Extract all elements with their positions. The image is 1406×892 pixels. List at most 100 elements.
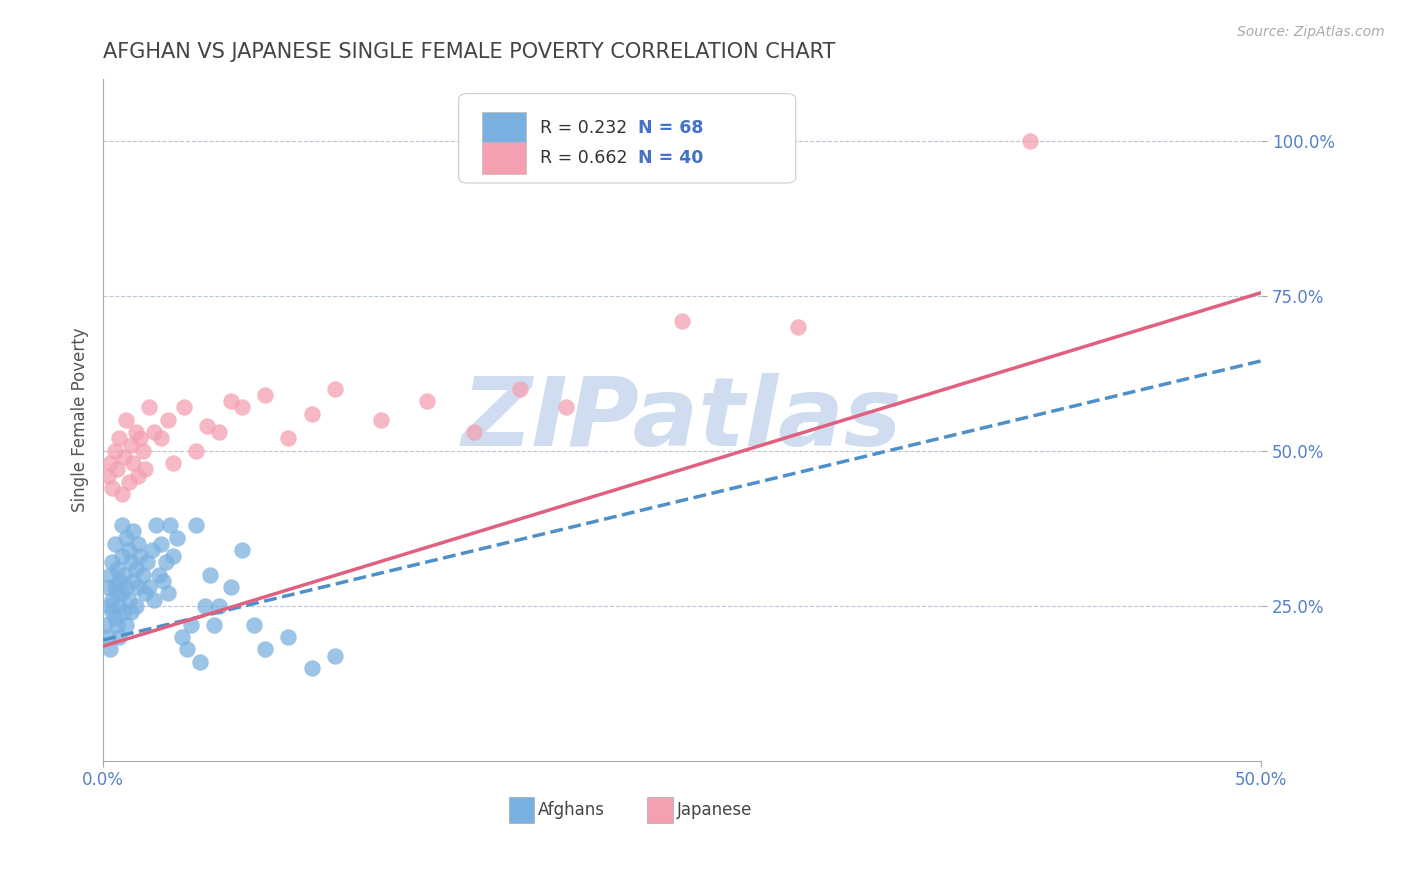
FancyBboxPatch shape: [648, 797, 673, 823]
Point: [112, 567, 135, 582]
Point: [166, 531, 188, 545]
Point: [184, 518, 207, 533]
Point: [129, 549, 152, 564]
Point: [219, 580, 242, 594]
Point: [194, 599, 217, 613]
Point: [98, 456, 121, 470]
Point: [159, 518, 181, 533]
Point: [129, 431, 152, 445]
Point: [111, 586, 134, 600]
Point: [141, 543, 163, 558]
Point: [301, 407, 323, 421]
Text: AFGHAN VS JAPANESE SINGLE FEMALE POVERTY CORRELATION CHART: AFGHAN VS JAPANESE SINGLE FEMALE POVERTY…: [103, 42, 835, 62]
Point: [122, 524, 145, 539]
Point: [101, 481, 124, 495]
Point: [117, 475, 139, 489]
Point: [463, 425, 485, 440]
Point: [115, 580, 138, 594]
Point: [416, 394, 439, 409]
Point: [208, 599, 231, 613]
Point: [254, 642, 277, 657]
Point: [115, 531, 138, 545]
Point: [97, 580, 120, 594]
Point: [117, 592, 139, 607]
Point: [101, 605, 124, 619]
Point: [208, 425, 231, 440]
Point: [111, 518, 134, 533]
Point: [97, 630, 120, 644]
Point: [198, 567, 221, 582]
Point: [105, 562, 128, 576]
Text: Japanese: Japanese: [676, 801, 752, 819]
Point: [152, 574, 174, 588]
Point: [111, 549, 134, 564]
Point: [97, 468, 120, 483]
Point: [131, 443, 153, 458]
Point: [104, 611, 127, 625]
Point: [254, 388, 277, 402]
Point: [323, 382, 346, 396]
Point: [190, 655, 212, 669]
Point: [101, 556, 124, 570]
Point: [104, 537, 127, 551]
Point: [138, 580, 160, 594]
Point: [184, 443, 207, 458]
Point: [231, 543, 253, 558]
Point: [138, 401, 160, 415]
Point: [108, 599, 131, 613]
Point: [143, 425, 166, 440]
Point: [150, 431, 173, 445]
Point: [202, 617, 225, 632]
Text: R = 0.232: R = 0.232: [540, 120, 627, 137]
Text: Afghans: Afghans: [537, 801, 605, 819]
Point: [122, 574, 145, 588]
Point: [98, 599, 121, 613]
Point: [127, 537, 149, 551]
FancyBboxPatch shape: [482, 112, 526, 145]
Point: [150, 537, 173, 551]
Text: ZIPatlas: ZIPatlas: [463, 373, 903, 467]
Point: [787, 319, 810, 334]
Text: R = 0.662: R = 0.662: [540, 149, 627, 167]
Point: [242, 617, 264, 632]
Point: [98, 642, 121, 657]
Point: [219, 394, 242, 409]
FancyBboxPatch shape: [458, 94, 796, 183]
Point: [277, 431, 299, 445]
Point: [115, 413, 138, 427]
Point: [148, 567, 170, 582]
Point: [1018, 134, 1040, 148]
Point: [156, 586, 179, 600]
Point: [143, 592, 166, 607]
FancyBboxPatch shape: [482, 142, 526, 174]
Point: [231, 401, 253, 415]
Point: [173, 401, 195, 415]
Point: [131, 567, 153, 582]
Point: [120, 605, 142, 619]
Text: N = 68: N = 68: [638, 120, 704, 137]
Point: [370, 413, 392, 427]
Point: [134, 462, 156, 476]
Text: Source: ZipAtlas.com: Source: ZipAtlas.com: [1237, 25, 1385, 39]
Point: [136, 556, 159, 570]
Point: [509, 382, 531, 396]
Point: [94, 617, 117, 632]
Point: [112, 450, 135, 464]
Point: [145, 518, 167, 533]
Point: [122, 456, 145, 470]
Point: [555, 401, 578, 415]
Point: [105, 586, 128, 600]
Point: [111, 487, 134, 501]
Point: [124, 425, 146, 440]
Point: [277, 630, 299, 644]
Point: [98, 567, 121, 582]
Point: [162, 456, 184, 470]
Point: [323, 648, 346, 663]
Point: [108, 574, 131, 588]
Point: [112, 605, 135, 619]
Point: [117, 543, 139, 558]
Point: [124, 599, 146, 613]
Point: [176, 642, 198, 657]
Point: [105, 617, 128, 632]
Point: [127, 580, 149, 594]
